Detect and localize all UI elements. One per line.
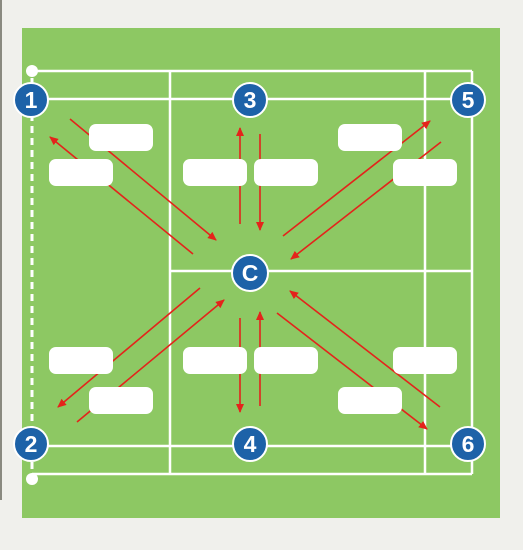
label-box-4b	[254, 347, 318, 374]
page-edge-line	[0, 0, 2, 500]
label-box-6b	[338, 387, 402, 414]
label-box-1a	[89, 124, 153, 151]
label-box-1b	[49, 159, 113, 186]
arrow-center-to-5	[282, 120, 431, 237]
position-badge-2: 2	[13, 426, 49, 462]
label-box-3b	[254, 159, 318, 186]
label-box-5b	[393, 159, 457, 186]
label-box-5a	[338, 124, 402, 151]
center-position-badge-label: C	[242, 260, 259, 286]
net-post-top	[26, 65, 38, 77]
position-badge-5: 5	[450, 82, 486, 118]
position-badge-3-label: 3	[244, 87, 257, 113]
position-badge-1-label: 1	[25, 87, 38, 113]
position-badge-4-label: 4	[244, 431, 257, 457]
arrow-center-to-1	[49, 136, 194, 255]
position-badge-1: 1	[13, 82, 49, 118]
position-badge-2-label: 2	[25, 431, 38, 457]
net-post-bottom	[26, 473, 38, 485]
label-box-2a	[49, 347, 113, 374]
position-badge-4: 4	[232, 426, 268, 462]
court-lines	[32, 69, 474, 476]
position-badge-6: 6	[450, 426, 486, 462]
label-box-4a	[183, 347, 247, 374]
label-box-3a	[183, 159, 247, 186]
position-badge-5-label: 5	[462, 87, 475, 113]
center-position-badge: C	[231, 254, 269, 292]
label-box-2b	[89, 387, 153, 414]
arrow-6-to-center	[289, 290, 441, 408]
label-box-6a	[393, 347, 457, 374]
label-boxes	[49, 124, 457, 414]
position-badge-3: 3	[232, 82, 268, 118]
arrow-center-to-2	[57, 287, 201, 408]
arrow-center-to-6	[276, 312, 428, 430]
position-badge-6-label: 6	[462, 431, 475, 457]
